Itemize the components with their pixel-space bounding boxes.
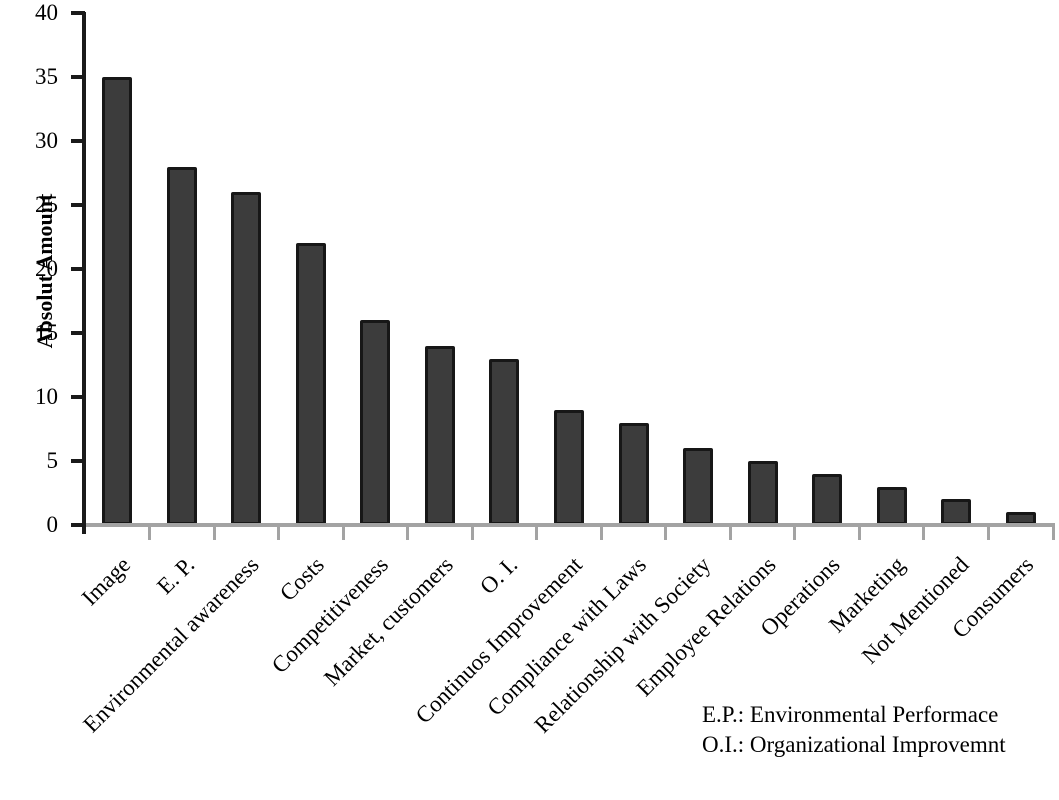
y-tick-mark xyxy=(71,459,85,463)
x-tick-mark xyxy=(341,525,345,540)
bar xyxy=(360,320,391,525)
x-tick-mark xyxy=(793,525,797,540)
y-tick-label: 40 xyxy=(35,0,58,25)
y-tick-mark xyxy=(71,395,85,399)
x-tick-mark xyxy=(148,525,152,540)
bar xyxy=(941,499,972,525)
bar xyxy=(554,409,584,525)
x-axis-line xyxy=(82,523,1055,527)
x-category-label-text: Competitiveness xyxy=(266,552,394,679)
bar xyxy=(295,243,326,525)
y-axis-line xyxy=(82,12,86,534)
y-tick-label: 25 xyxy=(35,192,58,217)
y-tick-label: 5 xyxy=(46,448,59,473)
bar xyxy=(812,473,843,525)
x-tick-mark xyxy=(986,525,990,540)
x-category-label-text: E. P. xyxy=(152,552,200,600)
y-tick-mark xyxy=(71,331,85,335)
y-tick-label: 15 xyxy=(35,320,58,345)
x-tick-mark xyxy=(212,525,216,540)
x-tick-mark xyxy=(406,525,410,540)
y-tick-label: 35 xyxy=(35,64,58,89)
y-tick-label: 30 xyxy=(35,128,58,153)
abbreviation-note-line2: O.I.: Organizational Improvemnt xyxy=(702,732,1006,757)
y-tick-mark xyxy=(71,203,85,207)
y-tick-mark xyxy=(71,139,85,143)
x-tick-mark xyxy=(728,525,732,540)
y-tick-mark xyxy=(71,267,85,271)
x-tick-mark xyxy=(277,525,281,540)
y-tick-mark xyxy=(71,11,85,15)
bar xyxy=(166,166,197,525)
bar xyxy=(424,345,455,525)
bar xyxy=(683,448,714,525)
y-tick-label: 20 xyxy=(35,256,58,281)
x-tick-mark xyxy=(922,525,926,540)
y-tick-mark xyxy=(71,75,85,79)
x-category-label-text: Image xyxy=(76,552,135,611)
bar xyxy=(618,422,649,525)
x-tick-mark xyxy=(470,525,474,540)
x-tick-mark xyxy=(599,525,603,540)
abbreviation-note-line1: E.P.: Environmental Performace xyxy=(702,702,999,727)
abbreviation-note: E.P.: Environmental Performace O.I.: Org… xyxy=(702,700,1006,760)
y-tick-mark xyxy=(71,523,85,527)
y-tick-label: 0 xyxy=(46,512,59,537)
bar xyxy=(231,192,262,525)
bar xyxy=(489,358,520,525)
x-tick-mark xyxy=(1051,525,1055,540)
x-category-label-text: O. I. xyxy=(475,552,523,600)
x-category-label-text: Costs xyxy=(274,552,329,606)
bar xyxy=(876,486,907,525)
x-tick-mark xyxy=(535,525,539,540)
x-tick-mark xyxy=(857,525,861,540)
y-tick-label: 10 xyxy=(35,384,58,409)
x-tick-mark xyxy=(664,525,668,540)
bar xyxy=(747,461,778,525)
bar xyxy=(102,77,133,525)
